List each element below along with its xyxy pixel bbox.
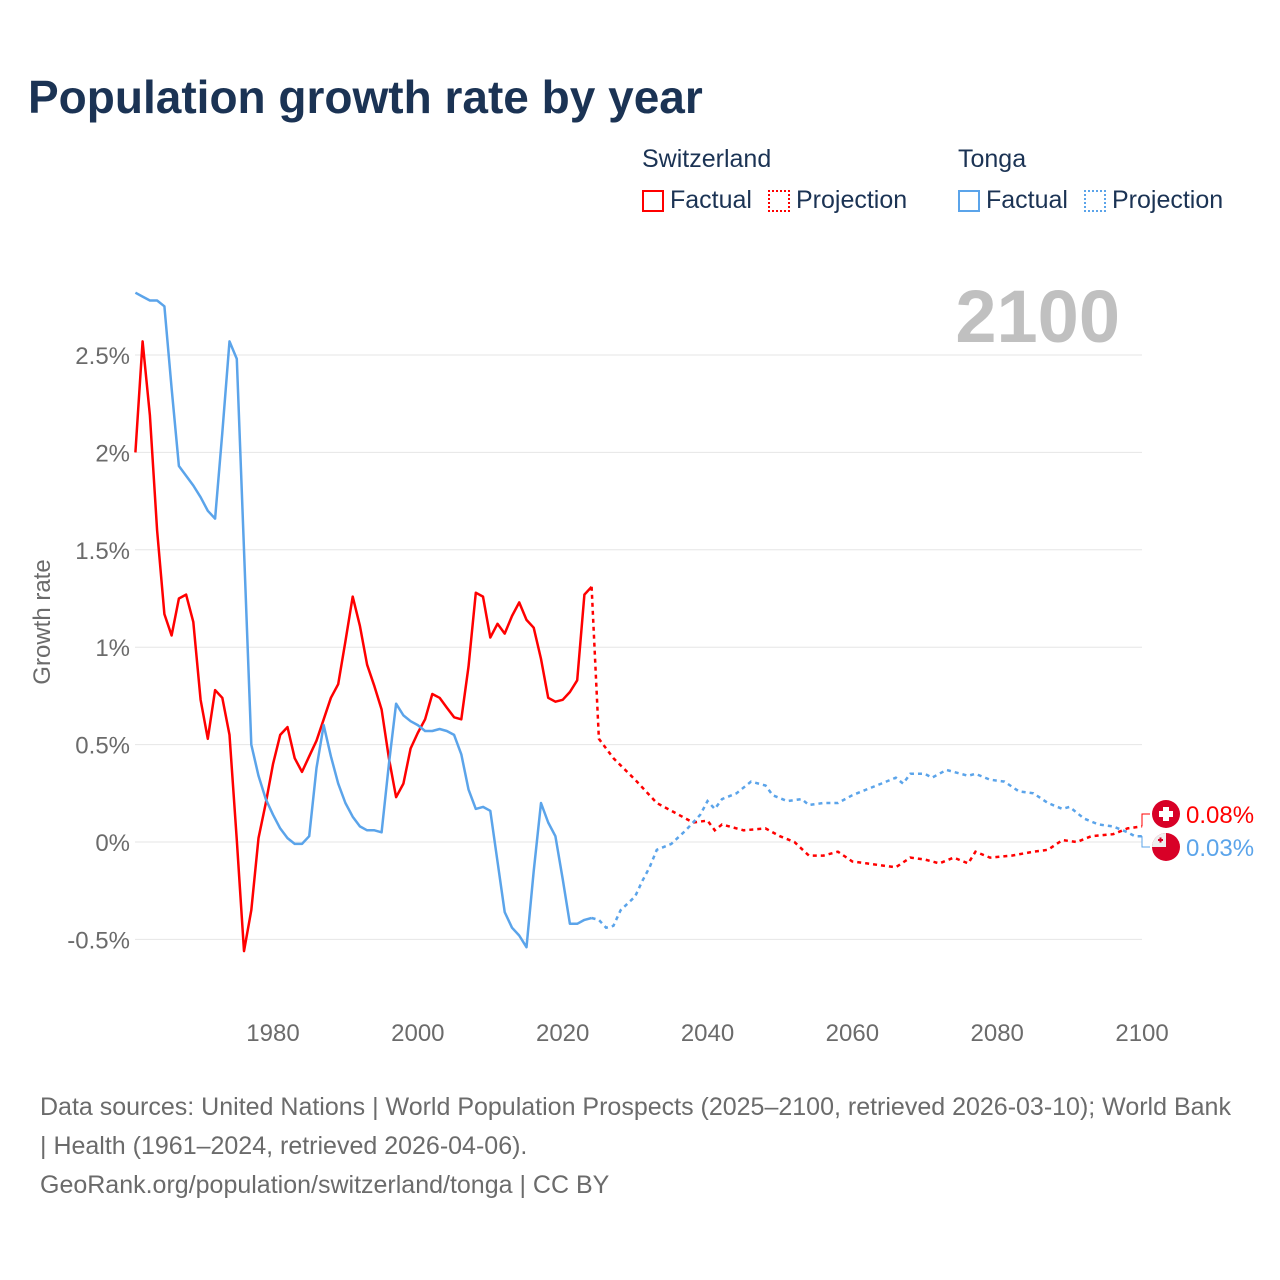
- credit-link[interactable]: GeoRank.org/population/switzerland/tonga…: [40, 1171, 610, 1199]
- y-tick-label: 1.5%: [75, 538, 130, 565]
- x-tick-label: 2060: [826, 1020, 879, 1047]
- y-tick-label: 0.5%: [75, 733, 130, 760]
- legend-group-title: Switzerland: [642, 145, 772, 173]
- chart-plot: -0.5% 0% 0.5% 1% 1.5% 2% 2.5% 1980 2000 2020 2040 2…: [29, 275, 1254, 1047]
- legend-tonga-factual[interactable]: Factual: [958, 186, 1068, 215]
- legend-swatch: [642, 189, 664, 212]
- x-tick-label: 1980: [246, 1020, 299, 1047]
- y-axis-label: Growth rate: [29, 559, 56, 684]
- current-year-label: 2100: [955, 275, 1120, 358]
- switzerland-factual-line: [134, 340, 593, 953]
- footer: Data sources: United Nations | World Pop…: [40, 1088, 1240, 1205]
- tonga-end-connector: [1141, 835, 1150, 848]
- x-tick-label: 2040: [681, 1020, 734, 1047]
- y-tick-label: 1%: [95, 635, 130, 662]
- legend-label: Projection: [795, 186, 908, 214]
- x-tick-label: 2000: [391, 1020, 444, 1047]
- swiss-cross-icon: [1163, 807, 1169, 821]
- tonga-end-value: 0.03%: [1186, 835, 1254, 862]
- y-tick-label: 2.5%: [75, 343, 130, 370]
- legend-tonga: Tonga Factual Projection: [958, 145, 1223, 215]
- y-tick-label: 0%: [95, 830, 130, 857]
- legend-tonga-projection[interactable]: Projection: [1083, 186, 1224, 215]
- legend-switzerland-projection[interactable]: Projection: [767, 186, 908, 215]
- legend-swatch: [958, 189, 980, 212]
- tonga-cross-icon: [1159, 837, 1162, 843]
- chart-title: Population growth rate by year: [28, 71, 703, 123]
- tonga-factual-line: [134, 291, 592, 949]
- legend-switzerland: Switzerland Factual Projection: [642, 145, 907, 215]
- switzerland-end-connector: [1141, 813, 1150, 827]
- legend-switzerland-factual[interactable]: Factual: [642, 186, 752, 215]
- x-tick-label: 2100: [1115, 1020, 1168, 1047]
- legend-label: Factual: [986, 186, 1068, 214]
- x-tick-label: 2080: [971, 1020, 1024, 1047]
- y-tick-label: -0.5%: [67, 927, 130, 954]
- switzerland-end-value: 0.08%: [1186, 802, 1254, 829]
- y-tick-label: 2%: [95, 440, 130, 467]
- switzerland-projection-line: [590, 586, 1143, 869]
- data-sources: Data sources: United Nations | World Pop…: [40, 1093, 1231, 1160]
- tonga-projection-line: [591, 768, 1142, 930]
- x-tick-label: 2020: [536, 1020, 589, 1047]
- legend-group-title: Tonga: [958, 145, 1027, 173]
- legend-label: Projection: [1111, 186, 1224, 214]
- legend-swatch: [767, 189, 790, 212]
- legend-label: Factual: [670, 186, 752, 214]
- legend-swatch: [1083, 189, 1106, 212]
